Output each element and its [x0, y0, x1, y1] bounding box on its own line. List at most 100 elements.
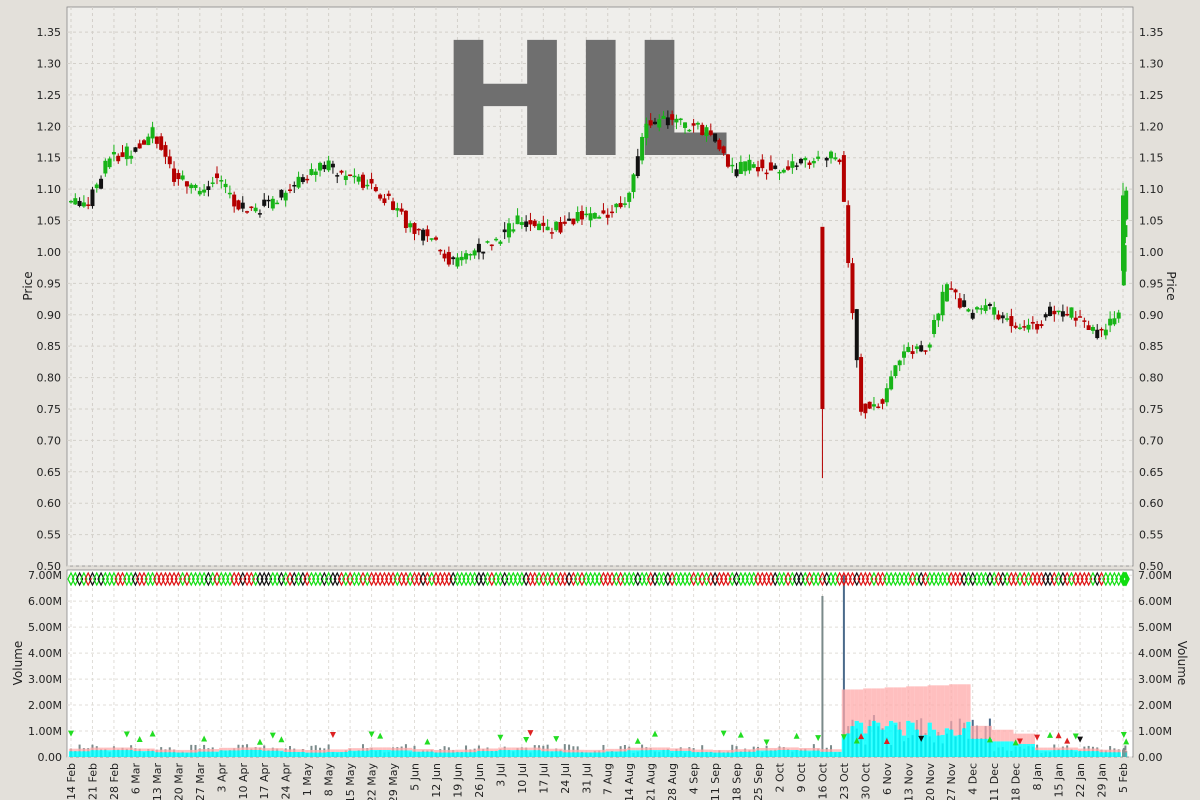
volume-upper-band	[747, 749, 752, 752]
volume-upper-band	[322, 749, 327, 753]
volume-average-band	[485, 751, 490, 757]
volume-upper-band	[493, 748, 499, 752]
volume-upper-band	[498, 747, 503, 751]
volume-upper-band	[639, 747, 645, 751]
volume-upper-band	[1000, 729, 1005, 742]
signal-diamond	[621, 571, 629, 587]
volume-upper-band	[936, 685, 941, 736]
signal-diamond	[256, 571, 264, 587]
date-tick-label: 28 Feb	[108, 763, 121, 800]
volume-average-band	[68, 751, 74, 757]
volume-average-band	[657, 750, 662, 757]
volume-average-band	[253, 750, 258, 757]
volume-upper-band	[627, 747, 632, 751]
volume-average-band	[901, 735, 907, 757]
signal-diamond	[711, 571, 719, 587]
volume-upper-band	[300, 749, 306, 752]
volume-upper-band	[1047, 747, 1053, 751]
volume-upper-band	[867, 688, 872, 727]
candle-body	[957, 298, 962, 308]
signal-diamond	[337, 571, 346, 587]
volume-average-band	[206, 751, 211, 757]
signal-diamond	[750, 571, 758, 587]
price-axis-label-left: Price	[21, 271, 35, 300]
volume-upper-band	[914, 686, 920, 730]
volume-average-band	[244, 750, 250, 757]
candle-body	[906, 346, 911, 353]
candle-body	[408, 223, 413, 228]
signal-triangle	[68, 730, 74, 737]
volume-average-band	[111, 750, 117, 757]
candle-body	[369, 178, 374, 184]
signal-diamond	[333, 571, 341, 587]
signal-triangle	[651, 730, 658, 737]
candle-body	[245, 211, 250, 213]
volume-upper-band	[614, 748, 619, 752]
signal-diamond	[136, 571, 144, 587]
volume-average-band	[1065, 750, 1070, 757]
signal-diamond	[436, 571, 444, 587]
signal-diamond	[445, 571, 453, 587]
volume-average-band	[764, 750, 769, 757]
volume-upper-band	[476, 748, 482, 752]
signal-diamond	[655, 571, 663, 587]
volume-average-band	[1017, 744, 1023, 757]
volume-average-band	[429, 751, 434, 757]
date-tick-label: 22 Jan	[1074, 763, 1087, 797]
volume-average-band	[459, 752, 464, 757]
candle-body	[399, 208, 404, 212]
signal-diamond	[1089, 571, 1097, 587]
volume-upper-band	[811, 748, 816, 751]
signal-diamond	[604, 571, 612, 587]
volume-average-band	[416, 751, 421, 757]
signal-triangle	[329, 731, 336, 738]
volume-average-band	[103, 750, 108, 757]
signal-diamond	[664, 571, 672, 587]
volume-average-band	[974, 738, 980, 757]
signal-diamond	[466, 571, 475, 587]
candle-body	[287, 189, 292, 191]
volume-average-band	[274, 750, 280, 757]
volume-upper-band	[781, 747, 786, 750]
date-tick-label: 17 Apr	[258, 763, 271, 800]
candle-body	[1005, 318, 1010, 320]
candle-body	[683, 122, 688, 128]
candle-body	[880, 399, 885, 404]
volume-tick-label: 4.00M	[1138, 647, 1172, 660]
date-tick-label: 11 Dec	[988, 763, 1001, 800]
signal-diamond	[183, 571, 191, 587]
candle-body	[1009, 316, 1014, 327]
signal-diamond	[432, 571, 440, 587]
candle-body	[665, 117, 670, 126]
signal-diamond	[84, 571, 92, 587]
volume-upper-band	[1095, 748, 1100, 752]
date-tick-label: 27 Nov	[945, 763, 958, 800]
volume-upper-band	[919, 686, 924, 736]
signal-diamond	[251, 571, 260, 587]
volume-average-band	[1047, 750, 1053, 757]
signal-diamond	[818, 571, 827, 587]
signal-diamond	[947, 571, 955, 587]
price-axis-right: 1.35 1.30 1.25 1.20 1.15 1.10 1.05 1.00 0.95 0.90…	[1139, 26, 1164, 573]
volume-average-band	[961, 728, 967, 757]
candle-body	[661, 115, 666, 119]
volume-average-band	[1022, 744, 1027, 757]
candle-body	[618, 203, 623, 208]
volume-average-band	[876, 722, 881, 757]
volume-upper-band	[588, 749, 593, 753]
volume-upper-band	[876, 688, 881, 723]
price-tick-label: 1.15	[37, 152, 62, 165]
signal-diamond	[174, 571, 183, 587]
volume-upper-band	[219, 747, 224, 751]
volume-average-band	[931, 729, 937, 757]
volume-upper-band	[1112, 749, 1117, 753]
signal-diamond	[891, 571, 900, 587]
volume-average-band	[326, 751, 331, 757]
candle-body	[1065, 313, 1070, 316]
volume-upper-band	[730, 749, 735, 753]
volume-average-band	[734, 751, 739, 757]
signal-diamond	[745, 571, 754, 587]
volume-average-band	[98, 750, 104, 757]
signal-diamond	[964, 571, 973, 587]
signal-diamond	[526, 571, 535, 587]
